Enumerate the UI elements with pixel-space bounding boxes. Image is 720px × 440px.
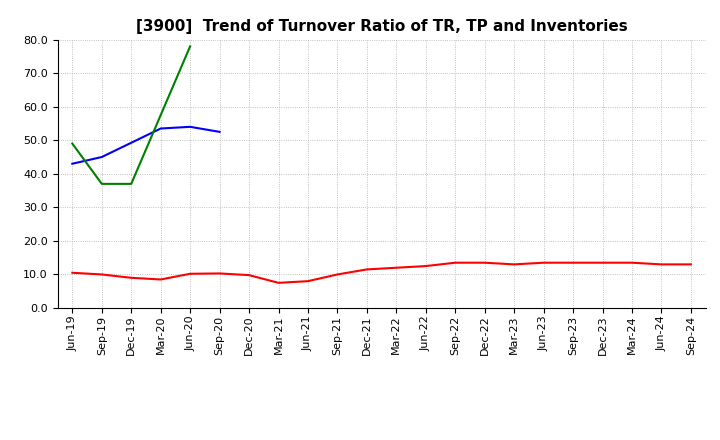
- Inventories: [97, 181, 106, 187]
- Title: [3900]  Trend of Turnover Ratio of TR, TP and Inventories: [3900] Trend of Turnover Ratio of TR, TP…: [136, 19, 627, 34]
- Trade Receivables: [628, 260, 636, 265]
- Trade Receivables: [392, 265, 400, 270]
- Trade Receivables: [245, 272, 253, 278]
- Trade Payables: [68, 161, 76, 166]
- Inventories: [127, 181, 135, 187]
- Trade Receivables: [510, 262, 518, 267]
- Inventories: [68, 141, 76, 146]
- Trade Receivables: [451, 260, 459, 265]
- Line: Trade Receivables: Trade Receivables: [72, 263, 691, 283]
- Trade Payables: [156, 126, 165, 131]
- Trade Payables: [97, 154, 106, 160]
- Trade Receivables: [186, 271, 194, 276]
- Trade Receivables: [304, 279, 312, 284]
- Line: Inventories: Inventories: [72, 46, 190, 184]
- Inventories: [186, 44, 194, 49]
- Trade Payables: [186, 124, 194, 129]
- Trade Receivables: [127, 275, 135, 280]
- Trade Receivables: [215, 271, 224, 276]
- Trade Payables: [215, 129, 224, 135]
- Trade Receivables: [539, 260, 548, 265]
- Trade Receivables: [156, 277, 165, 282]
- Line: Trade Payables: Trade Payables: [72, 127, 220, 164]
- Trade Receivables: [68, 270, 76, 275]
- Trade Receivables: [598, 260, 607, 265]
- Trade Receivables: [97, 272, 106, 277]
- Trade Receivables: [274, 280, 283, 286]
- Trade Receivables: [363, 267, 372, 272]
- Trade Receivables: [569, 260, 577, 265]
- Trade Receivables: [657, 262, 666, 267]
- Trade Receivables: [687, 262, 696, 267]
- Trade Receivables: [333, 272, 342, 277]
- Trade Receivables: [421, 264, 430, 269]
- Trade Receivables: [480, 260, 489, 265]
